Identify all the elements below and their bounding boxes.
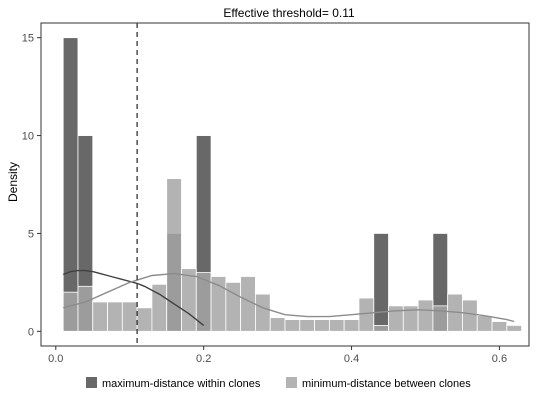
bar-series-2 bbox=[358, 297, 375, 332]
legend-swatch-series-2 bbox=[286, 377, 297, 388]
x-tick-label: 0.6 bbox=[492, 353, 507, 365]
bar-series-2 bbox=[181, 268, 197, 332]
chart-title: Effective threshold= 0.11 bbox=[223, 6, 355, 20]
bar-series-2 bbox=[269, 317, 286, 332]
bar-series-2 bbox=[476, 315, 493, 332]
bar-series-2 bbox=[432, 305, 449, 332]
y-tick-label: 0 bbox=[28, 326, 34, 338]
bar-series-2 bbox=[388, 305, 404, 332]
bar-series-2 bbox=[491, 321, 508, 332]
y-tick-label: 10 bbox=[22, 131, 34, 143]
panel-border bbox=[40, 22, 530, 347]
bar-series-2 bbox=[107, 301, 123, 332]
bar-series-2 bbox=[166, 178, 182, 332]
density-curve-series-1 bbox=[62, 269, 205, 326]
legend-label-series-2: minimum-distance between clones bbox=[302, 378, 471, 390]
bar-series-2 bbox=[121, 301, 138, 332]
bar-series-2 bbox=[314, 319, 330, 332]
bar-series-2 bbox=[299, 319, 315, 332]
legend: maximum-distance within clones minimum-di… bbox=[86, 377, 471, 390]
bar-series-2 bbox=[343, 319, 360, 332]
bar-series-2 bbox=[77, 285, 94, 332]
bar-series-2 bbox=[62, 291, 79, 332]
density-curve-series-2 bbox=[63, 272, 515, 323]
bar-series-2 bbox=[462, 299, 478, 332]
bar-series-1 bbox=[373, 233, 389, 332]
x-tick-label: 0.2 bbox=[196, 353, 211, 365]
plot-area: 0.0 0.2 0.4 0.6 0 5 10 15 bbox=[22, 22, 530, 365]
bar-series-2 bbox=[136, 307, 153, 332]
bar-series-2 bbox=[417, 299, 434, 332]
y-tick-label: 5 bbox=[28, 228, 34, 240]
bar-series-2 bbox=[506, 325, 523, 332]
x-tick-label: 0.0 bbox=[48, 353, 63, 365]
y-tick-label: 15 bbox=[22, 33, 34, 45]
bar-series-2 bbox=[373, 325, 389, 332]
bar-series-2 bbox=[255, 293, 271, 332]
bar-series-2 bbox=[284, 319, 301, 332]
bar-series-2 bbox=[328, 319, 345, 332]
x-tick-label: 0.4 bbox=[344, 353, 359, 365]
legend-label-series-1: maximum-distance within clones bbox=[102, 378, 261, 390]
y-axis-title: Density bbox=[6, 162, 20, 202]
bar-series-1 bbox=[62, 37, 79, 332]
bar-series-2 bbox=[92, 301, 108, 332]
legend-swatch-series-1 bbox=[86, 377, 97, 388]
